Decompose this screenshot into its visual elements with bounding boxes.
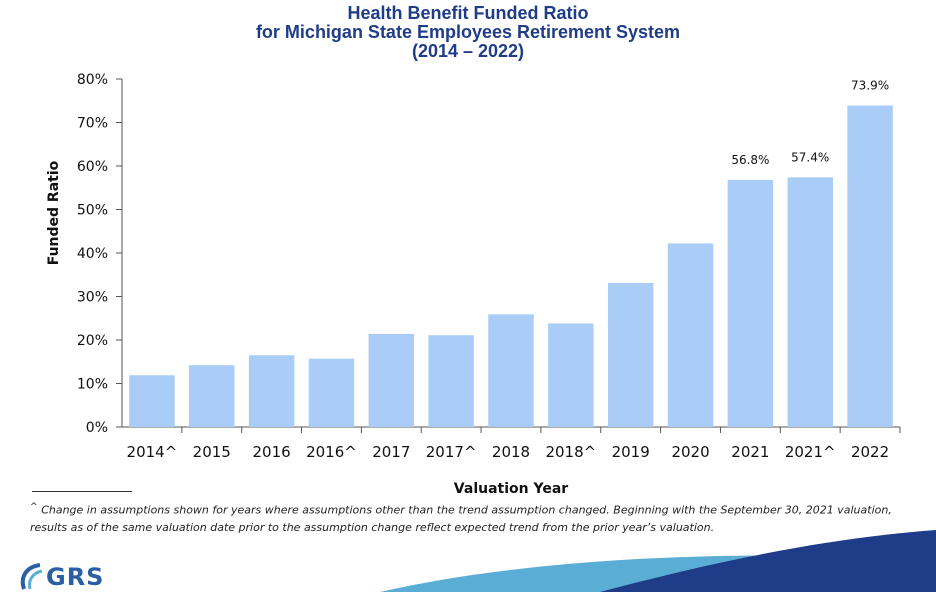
bar xyxy=(368,333,415,427)
x-axis-title: Valuation Year xyxy=(454,481,568,497)
y-axis-title: Funded Ratio xyxy=(46,160,62,265)
x-tick-label: 2016^ xyxy=(306,443,357,461)
y-tick-label: 30% xyxy=(77,290,108,306)
bar xyxy=(248,355,295,427)
data-label: 56.8% xyxy=(731,153,769,167)
y-tick-label: 20% xyxy=(77,333,108,349)
y-tick-label: 0% xyxy=(86,420,108,436)
footnote: ^ Change in assumptions shown for years … xyxy=(30,498,910,536)
y-tick-label: 70% xyxy=(77,116,108,132)
x-tick-label: 2020 xyxy=(671,443,709,461)
chart-title: Health Benefit Funded Ratio for Michigan… xyxy=(0,4,936,61)
y-tick-label: 40% xyxy=(77,246,108,262)
bar xyxy=(727,179,774,427)
y-tick-label: 80% xyxy=(77,72,108,88)
grs-logo-mark-icon xyxy=(20,563,43,590)
x-tick-label: 2022 xyxy=(851,443,889,461)
footnote-divider xyxy=(32,491,132,492)
x-tick-label: 2018 xyxy=(492,443,530,461)
grs-logo-text: GRS xyxy=(46,563,105,591)
bar xyxy=(129,375,175,427)
bar xyxy=(667,243,714,427)
footnote-marker: ^ xyxy=(30,501,38,512)
bar xyxy=(548,323,594,427)
x-tick-label: 2021^ xyxy=(785,443,836,461)
data-label: 57.4% xyxy=(791,150,829,164)
x-tick-label: 2017^ xyxy=(426,443,477,461)
bar xyxy=(787,177,833,427)
y-tick-label: 10% xyxy=(77,377,108,393)
x-tick-label: 2019 xyxy=(612,443,650,461)
bar xyxy=(607,283,654,427)
bar xyxy=(488,314,534,427)
y-tick-label: 60% xyxy=(77,159,108,175)
bar xyxy=(189,365,235,427)
footnote-text: Change in assumptions shown for years wh… xyxy=(30,503,892,534)
data-label: 73.9% xyxy=(851,79,889,93)
chart-title-line-1: Health Benefit Funded Ratio xyxy=(347,3,589,23)
x-tick-label: 2018^ xyxy=(545,443,596,461)
x-tick-label: 2014^ xyxy=(127,443,178,461)
bar xyxy=(428,335,474,427)
chart-title-line-2: for Michigan State Employees Retirement … xyxy=(255,22,681,42)
x-tick-label: 2015 xyxy=(193,443,231,461)
x-tick-label: 2017 xyxy=(372,443,410,461)
x-tick-label: 2021 xyxy=(731,443,769,461)
y-tick-label: 50% xyxy=(77,203,108,219)
bar xyxy=(847,105,893,427)
bar xyxy=(308,358,355,427)
x-tick-label: 2016 xyxy=(253,443,291,461)
grs-logo: GRS xyxy=(18,562,104,592)
chart-title-line-3: (2014 – 2022) xyxy=(411,41,525,61)
